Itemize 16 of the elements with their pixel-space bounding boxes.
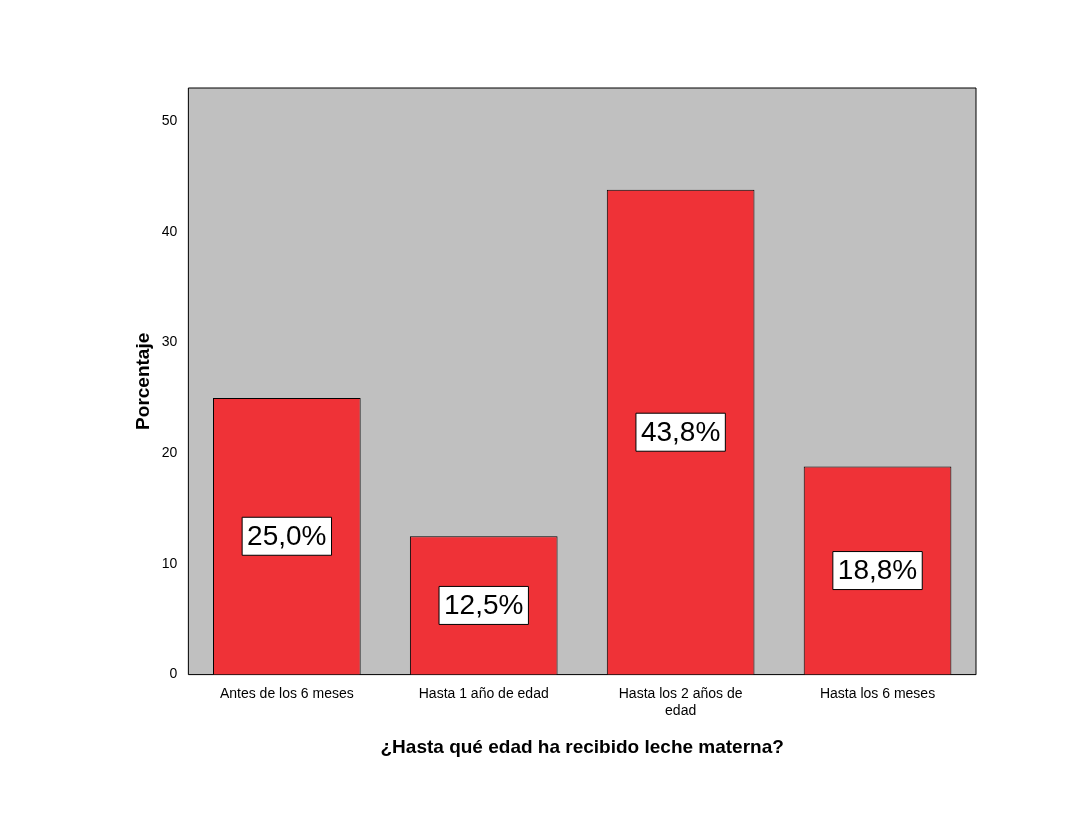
data-label: 43,8% [640,415,721,447]
y-axis-title: Porcentaje [131,332,153,430]
x-tick-label: Hasta los 2 años de edad [618,684,743,718]
y-tick-label: 0 [169,665,178,682]
data-label: 18,8% [837,554,918,586]
x-tick-label: Antes de los 6 meses [219,684,354,701]
y-tick-label: 20 [161,444,178,461]
x-tick-label: Hasta 1 año de edad [418,684,549,701]
x-tick-label: Hasta los 6 meses [819,684,936,701]
data-label: 25,0% [247,519,327,551]
y-tick-label: 40 [161,222,178,239]
y-tick-label: 30 [161,333,178,350]
data-label: 12,5% [444,589,524,621]
y-tick-label: 50 [161,112,178,129]
x-axis-title: ¿Hasta qué edad ha recibido leche materna? [380,735,784,757]
y-tick-label: 10 [161,554,178,571]
